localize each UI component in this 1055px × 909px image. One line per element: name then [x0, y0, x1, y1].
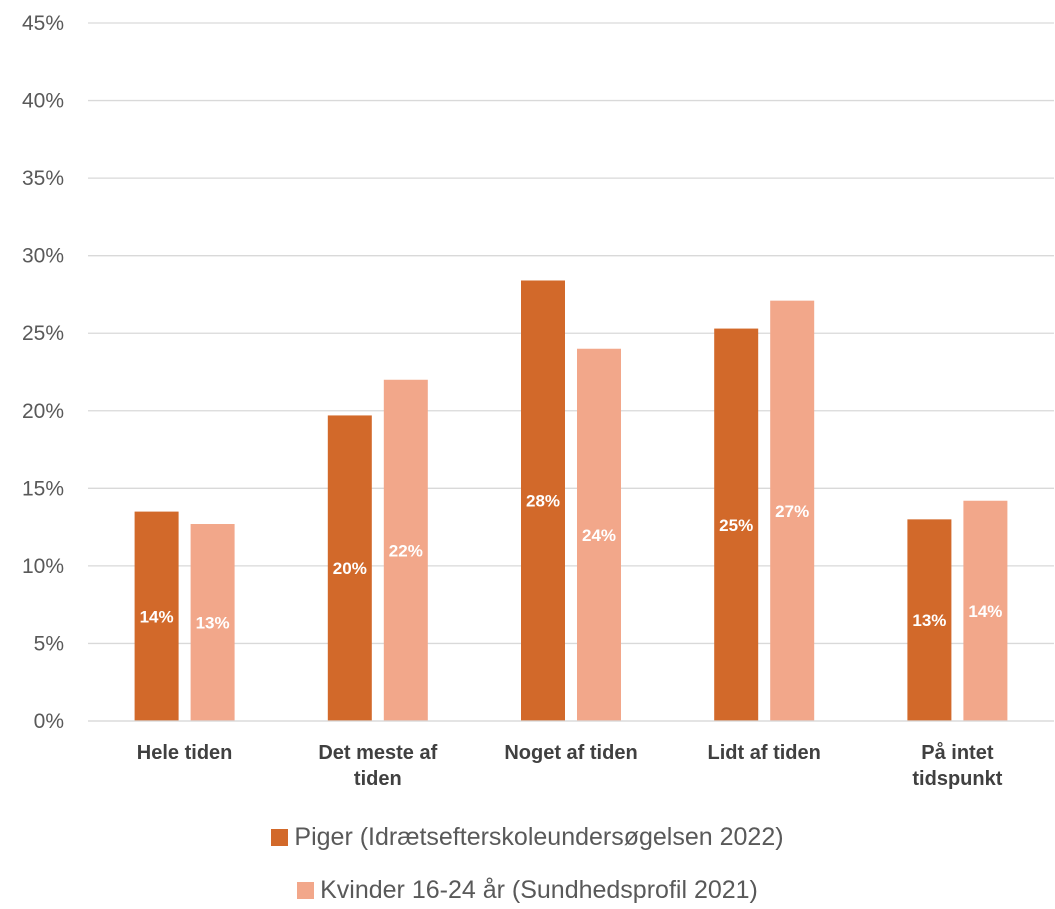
x-tick-label: På intet tidspunkt	[912, 741, 1002, 790]
legend-label-piger: Piger (Idrætsefterskoleundersøgelsen 202…	[294, 823, 784, 851]
y-tick-label: 0%	[34, 710, 64, 733]
data-label: 28%	[526, 492, 560, 511]
y-tick-label: 20%	[22, 400, 64, 423]
data-label: 14%	[968, 602, 1002, 621]
data-label: 27%	[775, 502, 809, 521]
bar	[327, 415, 372, 721]
y-tick-label: 10%	[22, 555, 64, 578]
y-tick-label: 5%	[34, 632, 64, 655]
bar	[134, 511, 179, 721]
y-tick-label: 45%	[22, 12, 64, 35]
x-tick-label: Lidt af tiden	[708, 742, 821, 764]
y-tick-label: 25%	[22, 322, 64, 345]
bar	[714, 328, 759, 721]
bar	[770, 300, 815, 721]
x-tick-label: Hele tiden	[137, 742, 233, 764]
data-label: 25%	[719, 516, 753, 535]
y-tick-label: 30%	[22, 245, 64, 268]
y-tick-label: 35%	[22, 167, 64, 190]
bar	[521, 280, 565, 721]
data-label: 14%	[140, 607, 174, 626]
data-label: 24%	[582, 526, 616, 545]
x-tick-label: Det meste af tiden	[318, 742, 437, 790]
bar	[963, 500, 1008, 721]
bar	[577, 348, 621, 721]
data-label: 22%	[389, 541, 423, 560]
y-tick-label: 40%	[22, 90, 64, 113]
legend-swatch-kvinder	[297, 882, 315, 899]
data-label: 20%	[333, 559, 367, 578]
y-tick-label: 15%	[22, 477, 64, 500]
data-label: 13%	[912, 611, 946, 630]
legend-item-kvinder: Kvinder 16-24 år (Sundhedsprofil 2021)	[0, 876, 1055, 905]
bar-chart: 0% 5% 10% 15% 20% 25% 30% 35% 40% 45% 14% 20% 28% 25%…	[22, 12, 1054, 790]
legend-swatch-piger	[271, 829, 289, 846]
legend-label-kvinder: Kvinder 16-24 år (Sundhedsprofil 2021)	[320, 876, 758, 904]
x-tick-label: Noget af tiden	[504, 742, 637, 764]
bar	[907, 519, 952, 721]
legend-item-piger: Piger (Idrætsefterskoleundersøgelsen 202…	[0, 823, 1055, 852]
bar	[383, 379, 428, 721]
data-label: 13%	[196, 614, 230, 633]
bar	[190, 524, 235, 721]
